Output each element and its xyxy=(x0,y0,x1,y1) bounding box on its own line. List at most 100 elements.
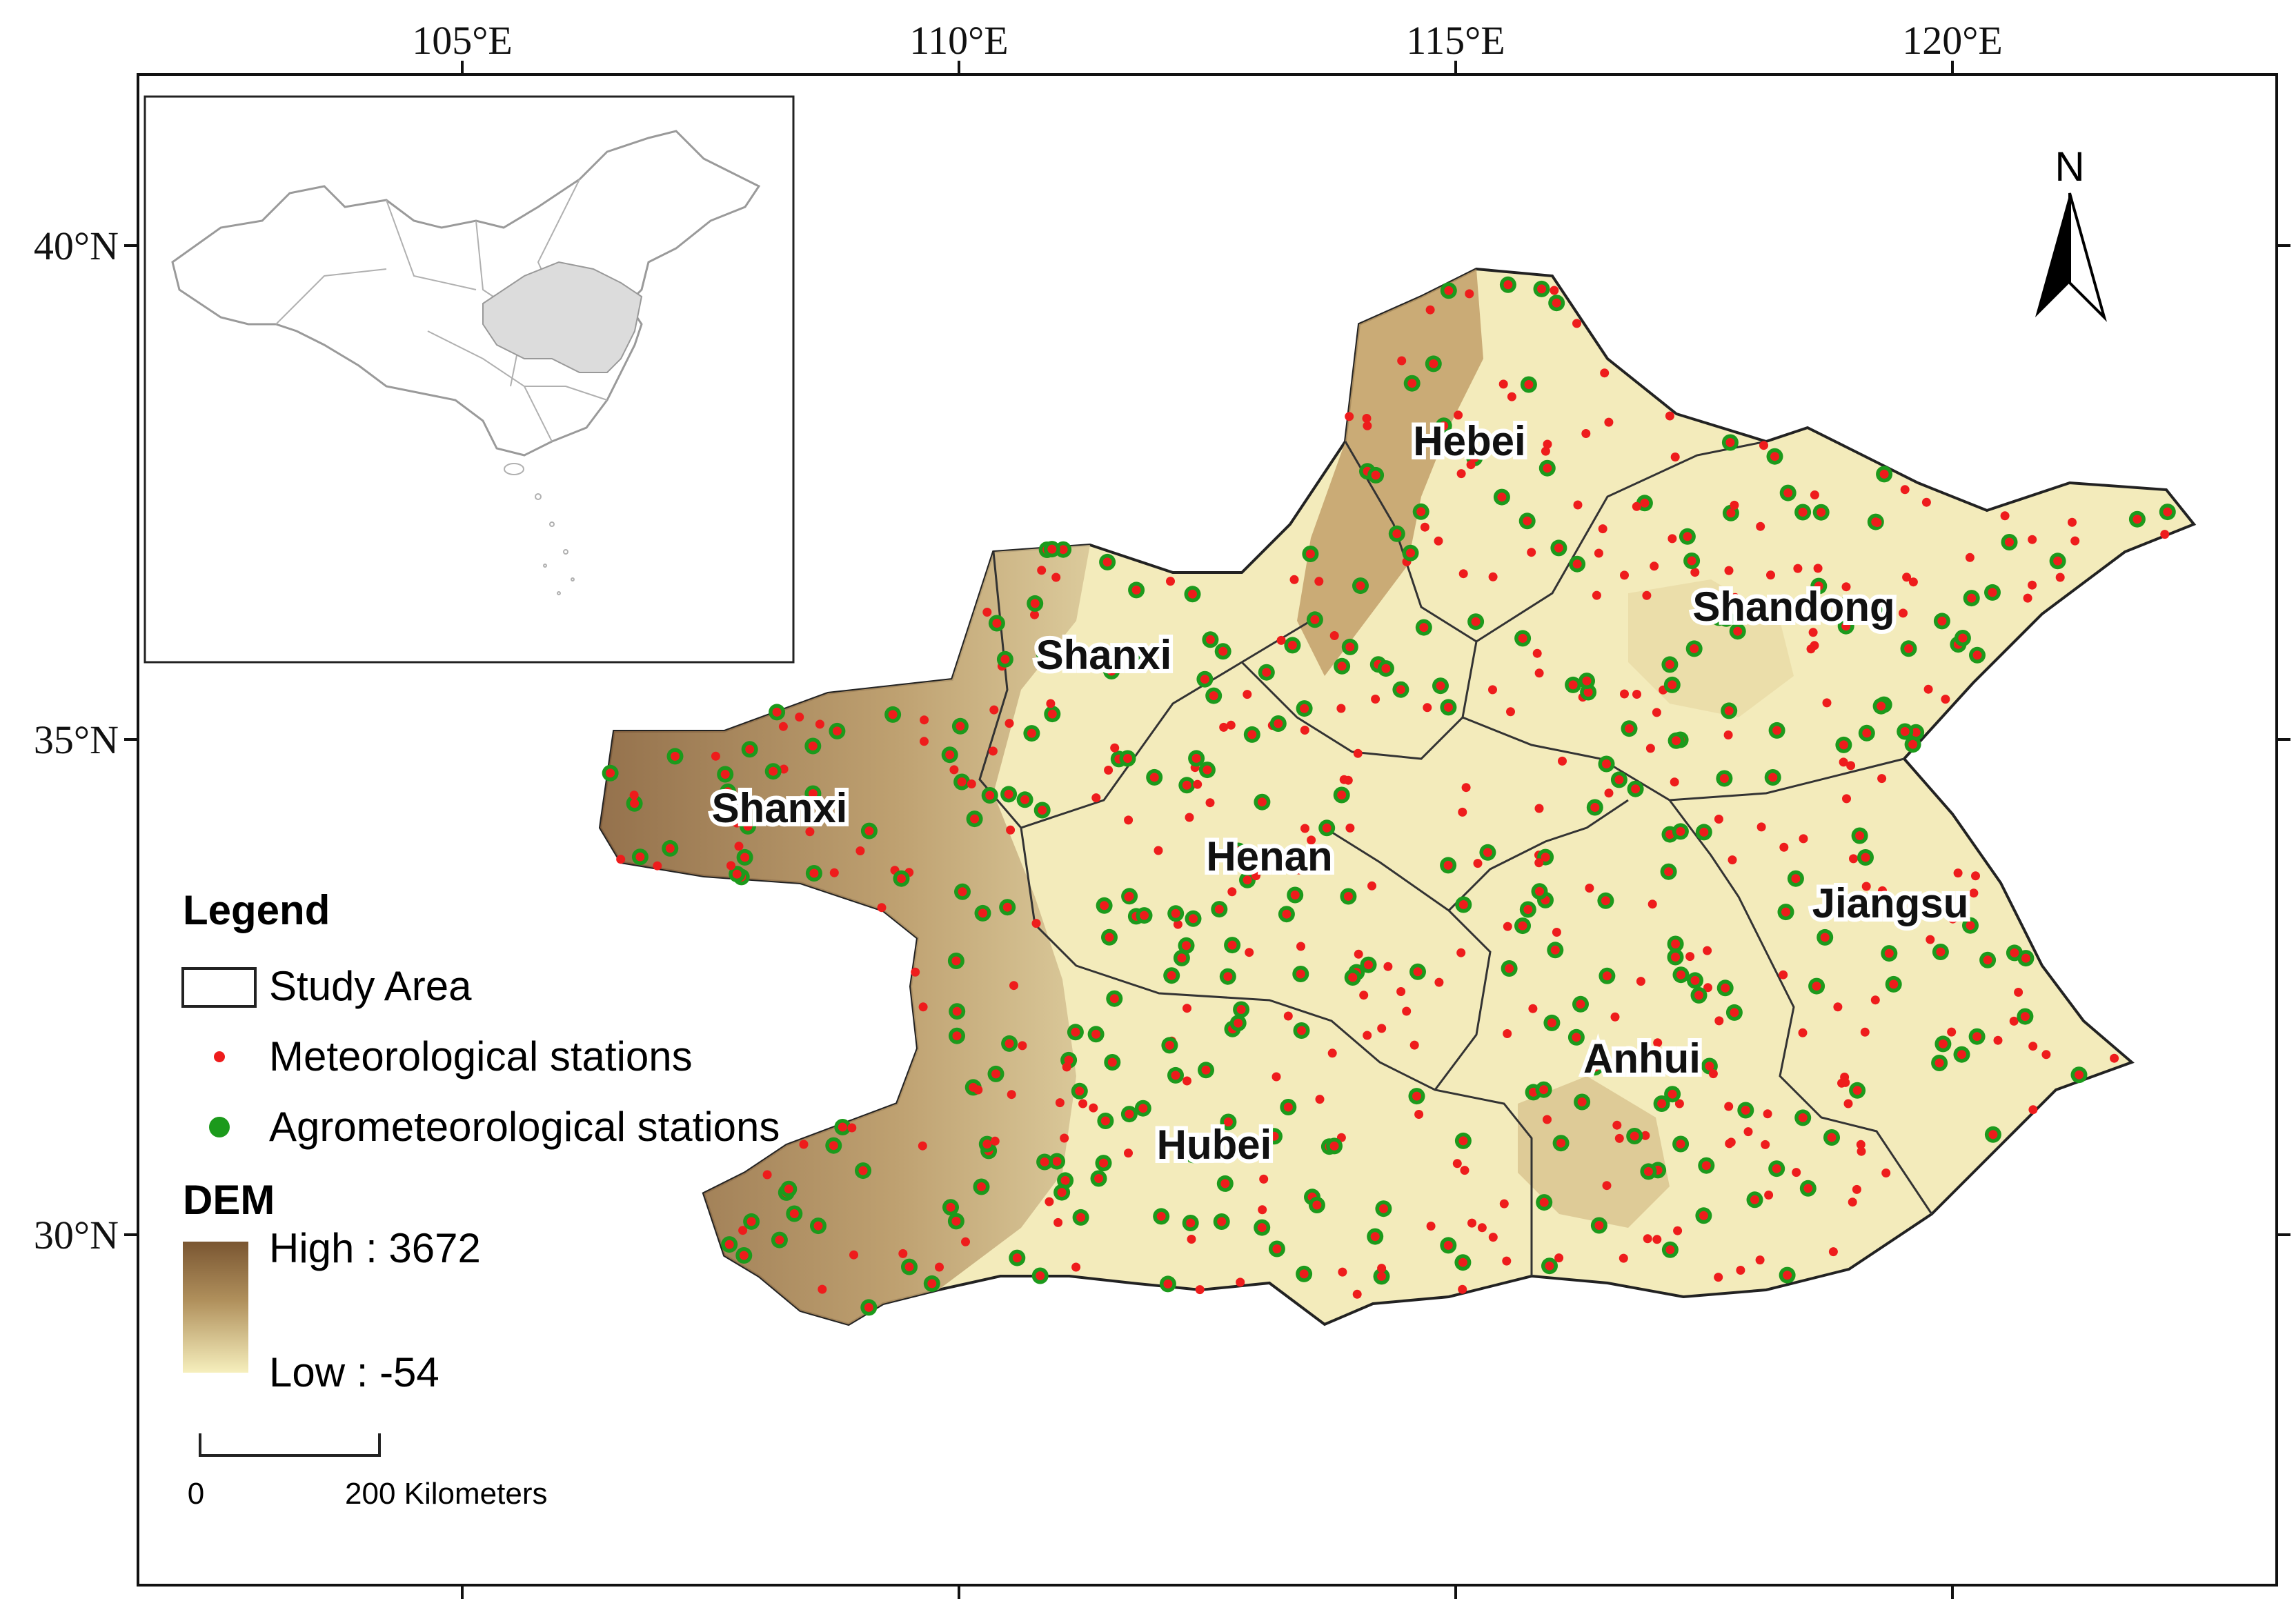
meteorological-station xyxy=(1227,887,1237,897)
meteorological-station xyxy=(1305,549,1315,559)
meteorological-station xyxy=(1502,1256,1512,1266)
meteorological-station xyxy=(795,713,804,722)
meteorological-station xyxy=(1348,973,1358,982)
meteorological-station xyxy=(772,707,782,717)
meteorological-station xyxy=(1283,1102,1293,1112)
meteorological-station xyxy=(805,827,815,837)
meteorological-station xyxy=(1798,1028,1808,1037)
meteorological-station xyxy=(1665,1245,1675,1255)
meteorological-station xyxy=(989,705,999,715)
meteorological-station xyxy=(1203,765,1212,775)
meteorological-station xyxy=(1631,784,1641,794)
meteorological-station xyxy=(1988,588,1997,597)
meteorological-station xyxy=(1568,680,1578,690)
meteorological-station xyxy=(1352,1289,1362,1299)
meteorological-station xyxy=(1730,1008,1739,1017)
meteorological-station xyxy=(1523,905,1533,914)
meteorological-station xyxy=(1877,774,1887,784)
north-arrow-icon xyxy=(2035,192,2107,322)
meteorological-station xyxy=(629,790,639,800)
meteorological-station xyxy=(1409,1040,1419,1050)
meteorological-station xyxy=(877,903,887,913)
meteorological-station xyxy=(1000,655,1010,664)
meteorological-station xyxy=(1643,1166,1653,1176)
meteorological-station xyxy=(1900,727,1910,736)
meteorological-station xyxy=(1458,1136,1468,1146)
meteorological-station xyxy=(1828,1247,1838,1257)
meteorological-station xyxy=(982,1140,992,1149)
meteorological-station xyxy=(1125,1109,1134,1119)
meteorological-station xyxy=(1620,689,1629,699)
meteorological-station xyxy=(1443,860,1453,870)
meteorological-station xyxy=(732,869,742,879)
meteorological-station xyxy=(1296,942,1305,951)
meteorological-station xyxy=(1272,1244,1282,1253)
meteorological-station xyxy=(1269,1131,1279,1141)
meteorological-station xyxy=(1045,1197,1054,1206)
meteorological-station xyxy=(1806,644,1816,654)
meteorological-station xyxy=(616,855,626,864)
meteorological-station xyxy=(1503,922,1512,931)
meteorological-station xyxy=(1423,703,1432,713)
meteorological-station xyxy=(1236,1005,1246,1014)
meteorological-station xyxy=(1534,804,1544,813)
meteorological-station xyxy=(1488,572,1498,581)
meteorological-station xyxy=(1614,775,1624,784)
meteorological-station xyxy=(1182,780,1191,790)
meteorological-station xyxy=(1793,564,1803,573)
lat-label-35: 35°N xyxy=(34,717,119,762)
meteorological-station xyxy=(2000,511,2010,521)
meteorological-station xyxy=(1107,1057,1117,1067)
meteorological-station xyxy=(1322,823,1332,833)
meteorological-station xyxy=(1772,726,1782,735)
meteorological-station xyxy=(1465,289,1474,299)
meteorological-station xyxy=(952,1031,962,1041)
province-label-shandong: Shandong xyxy=(1692,584,1894,630)
meteorological-station xyxy=(1274,719,1283,728)
meteorological-station xyxy=(1064,1055,1073,1065)
meteorological-station xyxy=(818,1284,827,1294)
meteorological-station xyxy=(1671,939,1681,948)
meteorological-station xyxy=(967,779,976,788)
meteorological-station xyxy=(1191,753,1201,763)
meteorological-station xyxy=(973,1085,983,1095)
meteorological-station xyxy=(1497,493,1507,502)
meteorological-station xyxy=(1764,1191,1774,1200)
meteorological-station xyxy=(1743,1127,1753,1137)
meteorological-station xyxy=(671,751,680,761)
meteorological-station xyxy=(1166,577,1175,586)
meteorological-station xyxy=(1091,1029,1101,1039)
meteorological-station xyxy=(813,1221,823,1231)
meteorological-station xyxy=(1297,1026,1306,1035)
meteorological-station xyxy=(1185,813,1194,822)
meteorological-station xyxy=(2028,535,2037,544)
meteorological-station xyxy=(949,765,959,775)
meteorological-station xyxy=(665,844,675,853)
meteorological-station xyxy=(2055,573,2065,582)
meteorological-station xyxy=(1911,728,1921,737)
meteorological-station xyxy=(1726,508,1736,518)
meteorological-station xyxy=(1337,790,1347,799)
meteorological-station xyxy=(1383,962,1393,971)
meteorological-station xyxy=(1993,1035,2003,1045)
meteorological-station xyxy=(1327,1048,1337,1058)
meteorological-station xyxy=(1506,707,1515,717)
meteorological-station xyxy=(1730,593,1740,602)
meteorological-station xyxy=(1592,590,1601,600)
meteorological-station xyxy=(789,1209,799,1218)
meteorological-station xyxy=(1315,1095,1325,1104)
meteorological-station xyxy=(1299,1269,1309,1279)
meteorological-station xyxy=(1076,1213,1086,1222)
meteorological-station xyxy=(1057,1188,1067,1197)
meteorological-station xyxy=(778,722,788,731)
legend-dem-ramp xyxy=(183,1242,248,1373)
meteorological-station xyxy=(1791,874,1801,884)
meteorological-station xyxy=(1798,508,1808,517)
meteorological-station xyxy=(1581,429,1591,438)
meteorological-station xyxy=(1107,657,1116,667)
meteorological-station xyxy=(1392,529,1402,539)
meteorological-station xyxy=(1488,685,1497,695)
meteorological-station xyxy=(1259,1174,1269,1184)
longitude-ticks xyxy=(461,61,1954,1599)
meteorological-station xyxy=(1458,1257,1467,1267)
